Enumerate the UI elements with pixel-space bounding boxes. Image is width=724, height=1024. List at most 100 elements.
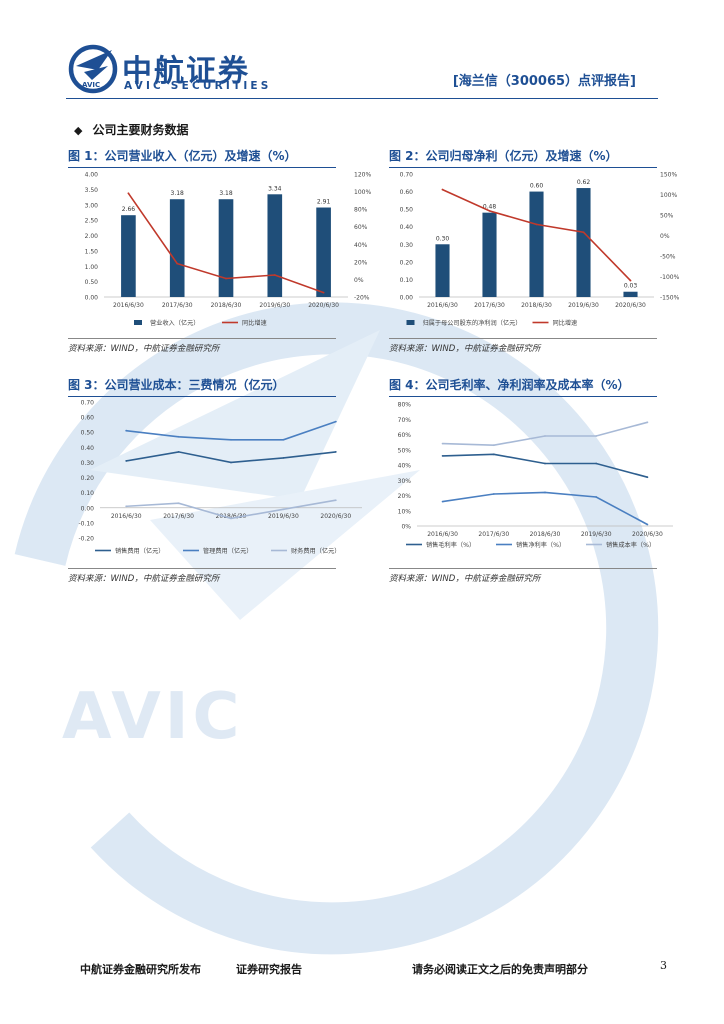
line-point <box>595 435 598 437</box>
y2-tick-label: 120% <box>354 172 371 179</box>
watermark-text: AVIC <box>62 680 244 754</box>
legend-label: 销售成本率（%） <box>606 541 655 549</box>
y-tick-label: 0.00 <box>81 505 95 512</box>
line-point <box>177 502 180 505</box>
line-point <box>441 500 444 503</box>
y-tick-label: 0.20 <box>400 259 414 266</box>
line-point <box>441 454 444 457</box>
x-tick-label: 2020/6/30 <box>308 302 339 309</box>
line-point <box>225 277 227 280</box>
x-tick-label: 2020/6/30 <box>320 513 351 520</box>
line-point <box>441 442 444 445</box>
legend-swatch <box>406 320 415 325</box>
y-tick-label: 0.50 <box>81 430 95 437</box>
y2-tick-label: -20% <box>354 295 370 302</box>
y2-tick-label: 150% <box>660 172 677 179</box>
fig4-title: 图 4：公司毛利率、净利润率及成本率（%） <box>389 376 657 397</box>
y-tick-label: -0.20 <box>78 536 94 543</box>
fig2-source: 资料来源：WIND，中航证券金融研究所 <box>389 338 657 354</box>
y2-tick-label: 80% <box>354 207 368 214</box>
series-line <box>442 453 648 478</box>
y-tick-label: 1.50 <box>85 248 99 255</box>
line-point <box>334 450 337 453</box>
y-tick-label: 10% <box>398 508 412 515</box>
y-tick-label: 0% <box>401 524 411 531</box>
line-point <box>125 460 128 462</box>
y-tick-label: 60% <box>398 432 412 439</box>
report-tag: [海兰信（300065）点评报告] <box>452 74 636 89</box>
line-point <box>322 291 325 294</box>
line-point <box>595 462 598 465</box>
fig4-source: 资料来源：WIND，中航证券金融研究所 <box>389 568 657 584</box>
y2-tick-label: -150% <box>660 295 680 302</box>
y-tick-label: 1.00 <box>85 264 99 271</box>
x-tick-label: 2017/6/30 <box>478 531 509 538</box>
line-point <box>595 496 598 498</box>
fig2-chart: 0.00 0.10 0.20 0.30 0.40 0.50 0.60 0.70 -150% -10… <box>400 172 680 328</box>
bar-data-label: 3.34 <box>268 185 282 192</box>
line-point <box>176 262 179 265</box>
legend-label: 财务费用（亿元） <box>291 547 341 555</box>
line-point <box>646 421 649 424</box>
fig3-title: 图 3：公司营业成本：三费情况（亿元） <box>68 376 336 397</box>
line-point <box>492 444 495 447</box>
line-point <box>646 523 649 526</box>
bar <box>316 207 331 297</box>
line-point <box>646 476 649 479</box>
y2-tick-label: 0% <box>354 277 364 284</box>
y-tick-label: 0.30 <box>400 242 414 249</box>
line-point <box>127 192 130 195</box>
y-tick-label: 40% <box>398 463 412 470</box>
bar-data-label: 0.30 <box>436 235 450 242</box>
y-tick-label: 70% <box>398 417 412 424</box>
logo-en: AVIC SECURITIES <box>124 80 272 92</box>
x-tick-label: 2018/6/30 <box>216 513 247 520</box>
y-tick-label: 0.60 <box>81 415 95 422</box>
fig3-chart: -0.20 -0.10 0.00 0.10 0.20 0.30 0.40 0.50 0.60 0.… <box>78 400 362 555</box>
y-tick-label: 0.50 <box>85 279 99 286</box>
line-point <box>535 223 538 226</box>
y-tick-label: 0.00 <box>400 295 414 302</box>
y-tick-label: -0.10 <box>78 520 94 527</box>
y2-tick-label: 40% <box>354 242 368 249</box>
y-tick-label: 0.40 <box>81 445 95 452</box>
footer-doc-type: 证券研究报告 <box>236 963 302 976</box>
line-point <box>441 188 444 191</box>
bar-data-label: 3.18 <box>171 190 185 197</box>
logo-badge: AVIC <box>82 81 100 89</box>
legend-label: 同比增速 <box>242 319 267 327</box>
line-point <box>230 517 232 520</box>
fig4-chart: 0% 10% 20% 30% 40% 50% 60% 70% 80% 2016/6/30 2017/… <box>398 402 673 549</box>
y-tick-label: 0.00 <box>85 295 99 302</box>
legend-label: 销售毛利率（%） <box>426 541 475 549</box>
bar-data-label: 0.48 <box>483 204 497 211</box>
y-tick-label: 80% <box>398 402 412 409</box>
logo-cn: 中航证券 <box>122 54 250 89</box>
line-point <box>544 462 546 465</box>
line-point <box>125 429 128 432</box>
y2-tick-label: -50% <box>660 254 676 261</box>
header-rule <box>66 98 658 99</box>
y-tick-label: 0.20 <box>81 475 95 482</box>
line-point <box>544 491 546 494</box>
bar-data-label: 2.91 <box>317 199 331 206</box>
line-point <box>282 508 285 511</box>
fig2-title: 图 2：公司归母净利（亿元）及增速（%） <box>389 147 657 168</box>
bar <box>267 194 283 297</box>
y-tick-label: 0.60 <box>400 189 414 196</box>
x-tick-label: 2017/6/30 <box>162 302 193 309</box>
legend-label: 销售费用（亿元） <box>115 547 165 555</box>
x-tick-label: 2016/6/30 <box>113 302 144 309</box>
line-point <box>177 450 180 453</box>
line-point <box>177 435 180 438</box>
y2-tick-label: 0% <box>660 233 670 240</box>
series-line <box>442 491 648 526</box>
x-tick-label: 2016/6/30 <box>427 302 458 309</box>
x-tick-label: 2017/6/30 <box>474 302 505 309</box>
y2-tick-label: -100% <box>660 274 680 281</box>
line-point <box>273 274 276 276</box>
bar <box>169 199 185 297</box>
bar <box>218 199 234 297</box>
line-point <box>125 505 128 508</box>
line-point <box>282 438 285 441</box>
